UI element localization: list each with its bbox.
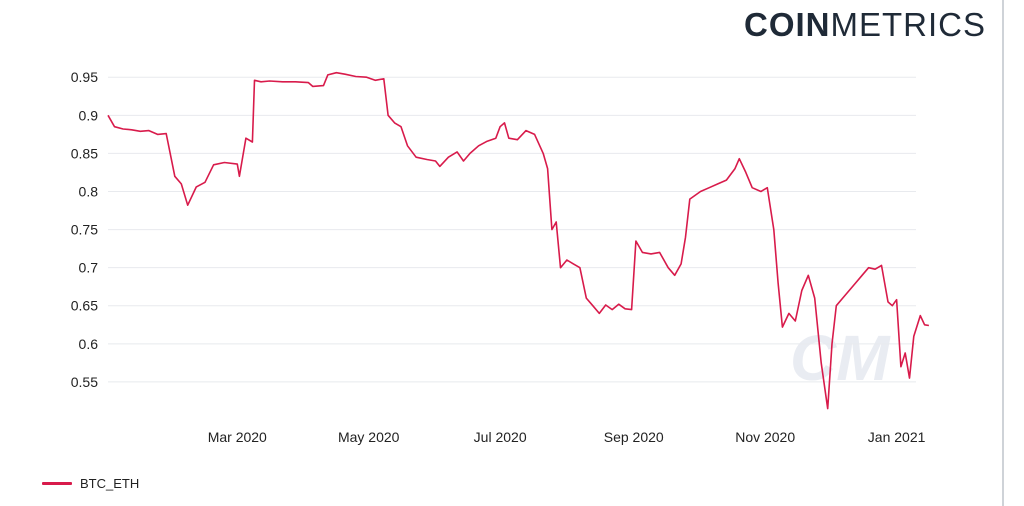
y-tick-label: 0.8 <box>79 183 99 199</box>
line-chart: CM 0.55 0.6 0.65 0.7 0.75 0.8 0.85 0.9 0.95 Mar … <box>71 69 930 445</box>
y-tick-label: 0.7 <box>79 260 99 276</box>
coinmetrics-logo: COINMETRICS <box>744 6 986 44</box>
logo-bold-text: COIN <box>744 6 831 43</box>
y-tick-label: 0.6 <box>79 336 99 352</box>
x-tick-label: Mar 2020 <box>208 429 267 445</box>
series-line-btc-eth <box>107 71 930 410</box>
x-tick-label: Sep 2020 <box>604 429 664 445</box>
frame-border <box>1002 0 1004 506</box>
y-tick-label: 0.95 <box>71 69 98 85</box>
x-tick-label: Jan 2021 <box>868 429 926 445</box>
watermark-logo: CM <box>790 322 891 394</box>
legend[interactable]: BTC_ETH <box>42 476 139 491</box>
x-tick-label: Nov 2020 <box>735 429 795 445</box>
legend-swatch <box>42 482 72 485</box>
y-tick-label: 0.9 <box>79 107 99 123</box>
logo-light-text: METRICS <box>830 6 986 43</box>
legend-label: BTC_ETH <box>80 476 140 491</box>
x-tick-label: Jul 2020 <box>474 429 527 445</box>
x-axis-ticks: Mar 2020 May 2020 Jul 2020 Sep 2020 Nov 2020… <box>208 429 926 445</box>
y-tick-label: 0.65 <box>71 298 98 314</box>
y-tick-label: 0.85 <box>71 145 98 161</box>
x-tick-label: May 2020 <box>338 429 400 445</box>
y-tick-label: 0.75 <box>71 222 98 238</box>
y-tick-label: 0.55 <box>71 374 98 390</box>
y-axis-ticks: 0.55 0.6 0.65 0.7 0.75 0.8 0.85 0.9 0.95 <box>71 69 98 390</box>
